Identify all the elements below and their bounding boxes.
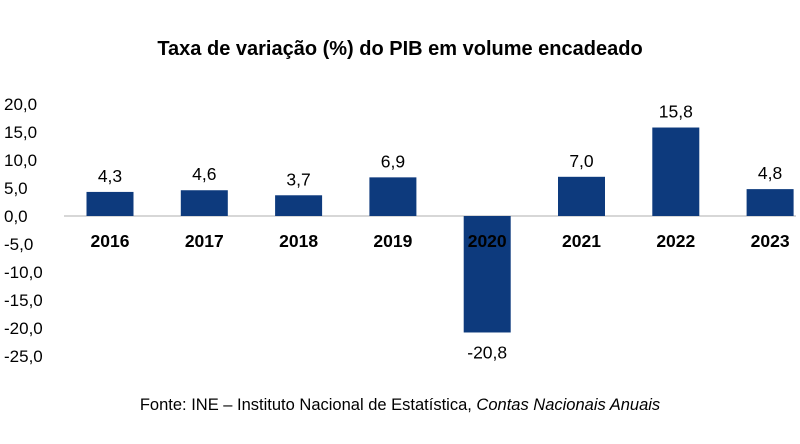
x-tick-label-2019: 2019	[373, 231, 412, 251]
bar-2018	[275, 195, 323, 216]
bar-2021	[558, 176, 605, 216]
y-tick-label: -20,0	[4, 319, 43, 338]
source-prefix: Fonte: INE – Instituto Nacional de Estat…	[139, 396, 477, 414]
value-labels: 4,3 4,6 3,7 6,9 -20,8 7,0 15,8 4,8	[98, 102, 782, 363]
y-tick-label: 5,0	[4, 179, 28, 198]
data-label-2018: 3,7	[286, 169, 310, 189]
data-label-2019: 6,9	[381, 151, 405, 171]
bar-2017	[180, 190, 228, 216]
y-tick-label: -10,0	[4, 263, 43, 282]
bar-2016	[86, 191, 134, 216]
y-tick-label: 20,0	[4, 95, 37, 114]
y-tick-label: -5,0	[4, 235, 33, 254]
source-note: Fonte: INE – Instituto Nacional de Estat…	[0, 396, 800, 415]
bar-2020	[463, 216, 511, 333]
bar-2023	[746, 189, 794, 216]
data-label-2022: 15,8	[659, 102, 693, 122]
bars	[86, 127, 794, 333]
x-tick-label-2022: 2022	[656, 231, 695, 251]
data-label-2023: 4,8	[758, 163, 782, 183]
data-label-2016: 4,3	[98, 166, 122, 186]
data-label-2020: -20,8	[467, 342, 507, 362]
x-tick-label-2016: 2016	[91, 231, 130, 251]
data-label-2021: 7,0	[569, 151, 594, 171]
x-tick-label-2017: 2017	[185, 231, 224, 251]
x-axis-labels: 2016 2017 2018 2019 2020 2021 2022 2023	[91, 231, 790, 251]
y-tick-label: -25,0	[4, 347, 43, 366]
y-tick-label: -15,0	[4, 291, 43, 310]
data-label-2017: 4,6	[192, 164, 216, 184]
y-tick-label: 15,0	[4, 123, 37, 142]
y-axis: 20,0 15,0 10,0 5,0 0,0 -5,0 -10,0 -15,0 -20,0 -25…	[4, 95, 43, 366]
bar-2022	[652, 127, 700, 216]
x-tick-label-2020: 2020	[468, 231, 507, 251]
x-tick-label-2023: 2023	[751, 231, 790, 251]
chart-title: Taxa de variação (%) do PIB em volume en…	[157, 38, 643, 60]
bar-2019	[369, 177, 417, 216]
y-tick-label: 10,0	[4, 151, 37, 170]
y-tick-label: 0,0	[4, 207, 28, 226]
source-publication: Contas Nacionais Anuais	[476, 396, 661, 414]
x-tick-label-2021: 2021	[562, 231, 601, 251]
x-tick-label-2018: 2018	[279, 231, 318, 251]
